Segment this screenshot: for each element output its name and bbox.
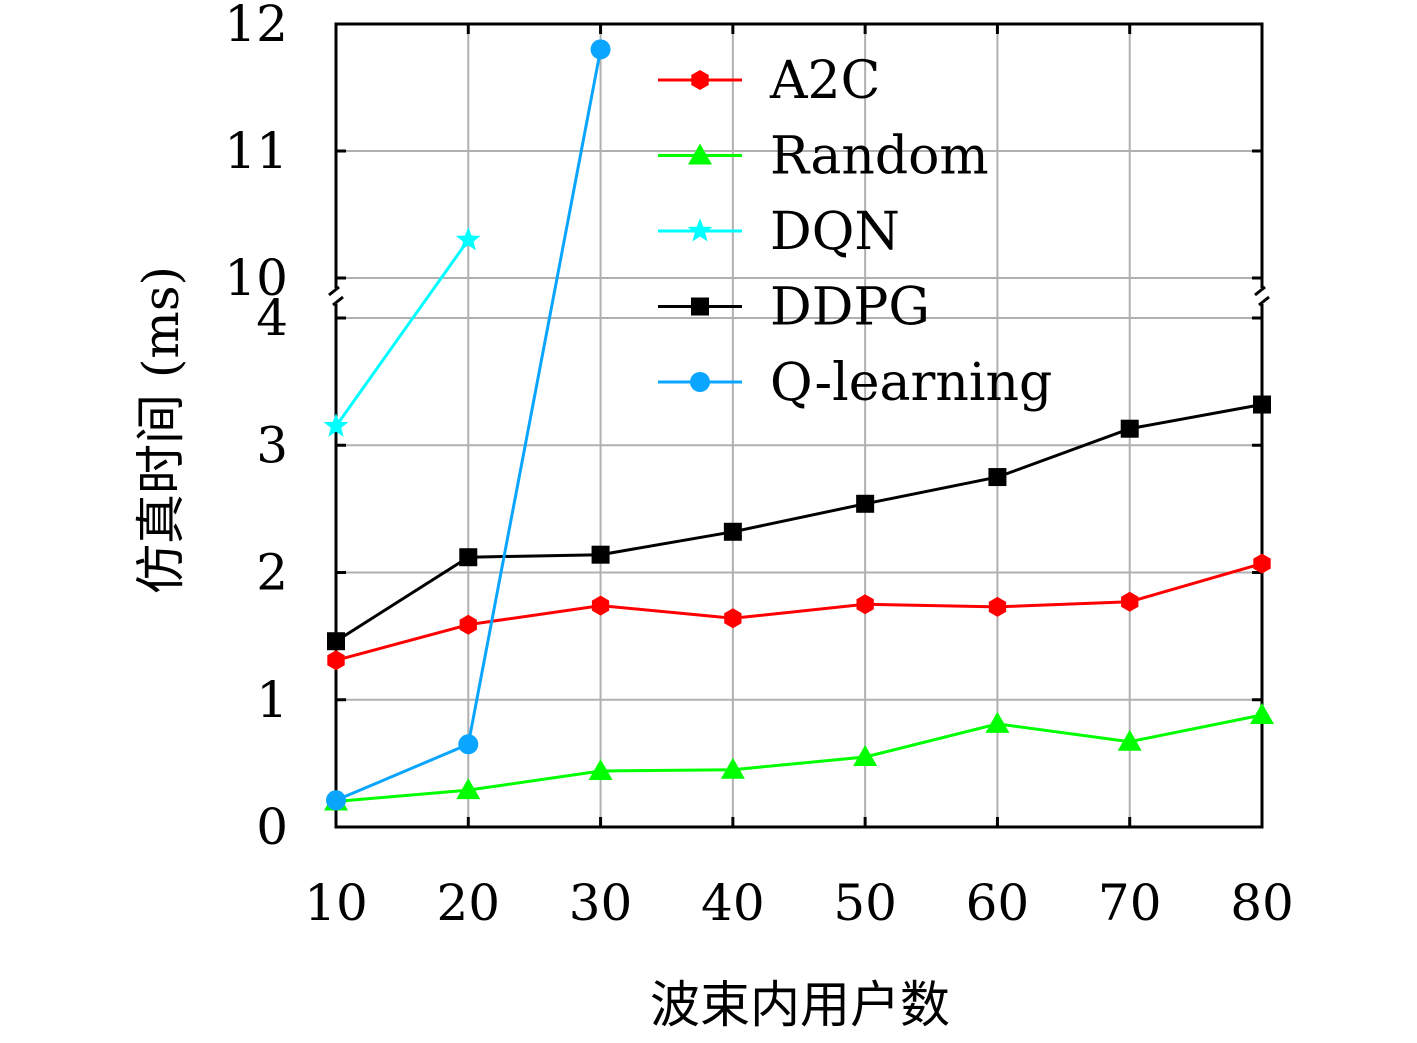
- series-line-random: [335, 713, 1263, 803]
- legend-item-a2c: A2C: [658, 51, 880, 111]
- legend: A2C Random DQN DDPG Q-learning: [658, 51, 1052, 413]
- y-tick-label: 4: [256, 289, 288, 347]
- y-axis-title: 仿真时间 (ms): [132, 266, 190, 594]
- x-tick-label: 60: [966, 874, 1030, 932]
- x-tick-label: 30: [569, 874, 633, 932]
- x-tick-label: 10: [304, 874, 368, 932]
- x-tick-label: 50: [833, 874, 897, 932]
- series-line-a2c: [335, 562, 1263, 662]
- legend-item-q-learning: Q-learning: [658, 353, 1052, 413]
- data-point-a2c: [856, 594, 874, 615]
- x-tick-label: 70: [1098, 874, 1162, 932]
- data-point-random: [985, 711, 1010, 733]
- data-point-ddpg: [856, 494, 875, 513]
- series-dqn: [323, 226, 481, 437]
- legend-label: DQN: [770, 202, 900, 262]
- data-point-q-learning: [590, 39, 611, 60]
- data-point-q-learning: [326, 790, 346, 811]
- legend-item-dqn: DQN: [658, 202, 900, 262]
- data-point-random: [1117, 729, 1142, 751]
- data-point-random: [853, 745, 878, 767]
- legend-marker: [687, 218, 713, 242]
- data-point-q-learning: [458, 734, 479, 755]
- data-point-ddpg: [988, 468, 1007, 487]
- data-point-random: [1250, 703, 1274, 725]
- y-tick-label: 0: [256, 798, 288, 856]
- grid: [335, 23, 1263, 828]
- axis-break-mark: [332, 295, 344, 307]
- data-point-random: [720, 757, 745, 779]
- legend-marker: [690, 372, 710, 392]
- data-point-a2c: [327, 650, 345, 671]
- data-point-a2c: [988, 596, 1007, 617]
- y-tick-label: 3: [256, 416, 288, 474]
- data-point-a2c: [591, 595, 610, 616]
- y-tick-label: 12: [224, 0, 288, 53]
- legend-label: DDPG: [770, 278, 930, 338]
- legend-marker: [691, 297, 709, 316]
- data-point-a2c: [1121, 591, 1139, 612]
- y-tick-label: 1: [256, 671, 288, 729]
- y-tick-label: 10: [224, 249, 288, 307]
- data-point-ddpg: [591, 545, 610, 564]
- legend-label: A2C: [769, 51, 880, 111]
- legend-marker: [691, 70, 709, 90]
- series-q-learning: [326, 39, 611, 811]
- data-point-ddpg: [723, 522, 742, 541]
- legend-marker: [688, 143, 712, 165]
- legend-label: Random: [770, 127, 989, 187]
- series-group: [323, 39, 1274, 811]
- labels: 波束内用户数 仿真时间 (ms): [132, 266, 950, 1034]
- data-point-ddpg: [1253, 395, 1271, 414]
- x-tick-label: 20: [436, 874, 500, 932]
- data-point-dqn: [323, 413, 349, 437]
- data-point-a2c: [1253, 553, 1271, 574]
- data-point-a2c: [459, 614, 477, 635]
- data-point-a2c: [724, 608, 742, 629]
- legend-item-random: Random: [658, 127, 989, 187]
- y-tick-label: 2: [256, 544, 288, 602]
- axis-break-mark: [1258, 295, 1270, 307]
- data-point-ddpg: [459, 548, 478, 567]
- axis-break-mark: [328, 285, 340, 297]
- data-point-dqn: [455, 226, 481, 251]
- series-random: [324, 703, 1274, 811]
- data-point-random: [588, 759, 613, 781]
- x-axis-title: 波束内用户数: [650, 976, 950, 1034]
- series-line-ddpg: [335, 403, 1263, 643]
- legend-item-ddpg: DDPG: [658, 278, 930, 338]
- series-ddpg: [327, 395, 1271, 651]
- legend-label: Q-learning: [770, 353, 1052, 413]
- series-line-dqn: [334, 239, 470, 428]
- axis-break-mark: [1254, 285, 1266, 297]
- y-tick-label: 11: [224, 122, 288, 180]
- x-tick-label: 40: [701, 874, 765, 932]
- data-point-random: [456, 778, 481, 800]
- x-tick-label: 80: [1230, 874, 1294, 932]
- data-point-ddpg: [327, 632, 345, 651]
- data-point-ddpg: [1120, 419, 1139, 438]
